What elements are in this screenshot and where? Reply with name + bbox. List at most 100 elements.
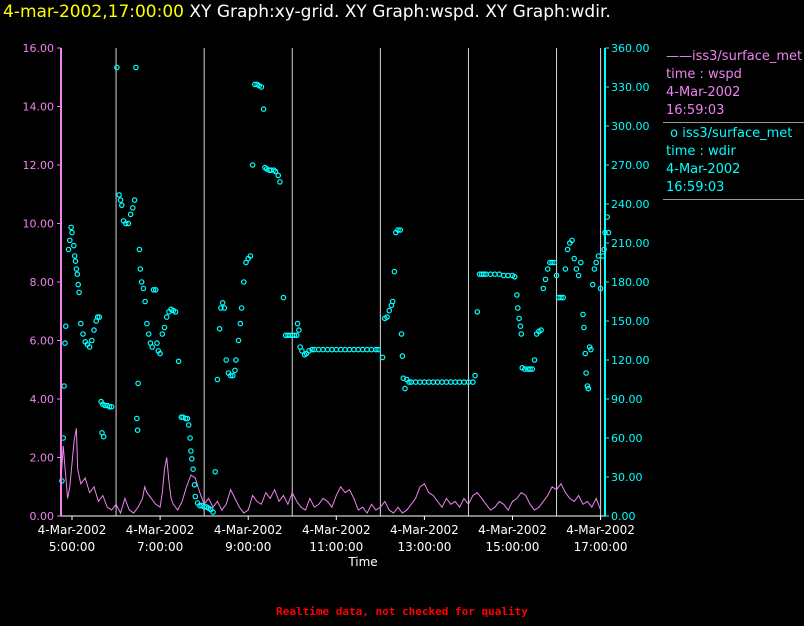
wdir-data-point: [582, 350, 589, 357]
wdir-data-point: [553, 272, 560, 279]
wdir-data-point: [397, 227, 404, 233]
wdir-data-point: [470, 379, 476, 385]
wdir-data-point: [190, 466, 196, 473]
wdir-data-point: [119, 202, 125, 209]
wdir-data-point: [127, 211, 134, 218]
wdir-data-point: [472, 372, 478, 379]
x-axis-tick-time: 11:00:00: [309, 540, 363, 554]
wdir-data-point: [333, 346, 340, 353]
right-axis-tick-label: 240.00: [611, 198, 650, 211]
wdir-data-point: [562, 266, 569, 272]
wdir-data-point: [260, 106, 267, 112]
x-axis-tick-time: 13:00:00: [397, 540, 451, 554]
wdir-data-point: [551, 259, 558, 266]
wdir-data-point: [456, 379, 463, 385]
wdir-data-point: [291, 332, 298, 339]
wspd-series-line: [60, 428, 602, 515]
wdir-data-point: [152, 286, 159, 293]
wdir-data-point: [496, 271, 503, 278]
wdir-data-point: [324, 346, 331, 353]
wdir-data-point: [133, 64, 139, 71]
wdir-data-point: [379, 354, 386, 361]
wdir-data-point: [161, 324, 168, 331]
wdir-data-point: [96, 314, 103, 320]
wdir-data-point: [75, 281, 82, 288]
wdir-data-point: [137, 266, 144, 272]
wdir-data-point: [163, 314, 170, 320]
wdir-data-point: [192, 493, 199, 500]
x-axis-tick-time: 15:00:00: [486, 540, 540, 554]
wdir-data-point: [364, 346, 370, 353]
wdir-data-point: [235, 337, 242, 344]
wdir-data-point: [384, 314, 390, 320]
wdir-data-point: [157, 350, 163, 357]
wdir-data-point: [144, 320, 150, 327]
wdir-data-point: [481, 271, 487, 278]
wdir-data-point: [227, 372, 234, 379]
wdir-data-point: [86, 344, 93, 350]
wdir-data-point: [117, 197, 124, 203]
x-axis-tick-date: 4-Mar-2002: [302, 523, 371, 537]
wdir-data-point: [402, 385, 408, 392]
x-axis-label: Time: [347, 555, 377, 569]
wdir-data-point: [597, 285, 604, 292]
wdir-data-point: [514, 292, 520, 298]
wdir-data-point: [294, 320, 301, 327]
legend-entry-wspd: ——iss3/surface_met time : wspd 4-Mar-200…: [663, 46, 804, 123]
wdir-data-point: [67, 237, 73, 244]
wdir-data-point: [527, 366, 533, 372]
right-axis-tick-label: 270.00: [611, 159, 650, 172]
wdir-data-point: [233, 357, 239, 363]
legend-series-var: time : wdir: [666, 144, 736, 159]
wdir-data-point: [518, 331, 525, 337]
wdir-data-point: [306, 348, 312, 354]
wdir-data-point: [461, 379, 467, 385]
wdir-data-point: [580, 311, 586, 318]
legend-series-time: 16:59:03: [666, 103, 725, 118]
wdir-data-point: [386, 307, 393, 314]
x-axis-tick-date: 4-Mar-2002: [566, 523, 635, 537]
wdir-data-point: [80, 331, 86, 337]
wdir-data-point: [272, 168, 279, 175]
x-axis-tick-time: 7:00:00: [137, 540, 183, 554]
wdir-data-point: [149, 344, 156, 350]
right-axis-tick-label: 150.00: [611, 315, 650, 328]
legend: ——iss3/surface_met time : wspd 4-Mar-200…: [663, 46, 804, 200]
wdir-data-point: [542, 276, 549, 283]
wdir-data-point: [329, 346, 335, 353]
wdir-data-point: [299, 348, 305, 354]
wdir-data-point: [275, 172, 282, 179]
wdir-data-point: [114, 64, 120, 71]
wdir-data-point: [62, 340, 68, 346]
wdir-data-point: [188, 448, 194, 454]
x-axis-tick-time: 17:00:00: [574, 540, 628, 554]
x-axis-tick-date: 4-Mar-2002: [214, 523, 283, 537]
wdir-data-point: [293, 332, 300, 339]
quality-disclaimer: Realtime data, not checked for quality: [276, 605, 528, 618]
legend-series-var: time : wspd: [666, 67, 742, 82]
title-graph-list: XY Graph:xy-grid. XY Graph:wspd. XY Grap…: [189, 2, 611, 22]
wdir-data-point: [140, 285, 147, 292]
wdir-data-point: [591, 266, 598, 272]
wdir-data-point: [434, 379, 441, 385]
x-axis-tick-date: 4-Mar-2002: [38, 523, 107, 537]
wdir-data-point: [389, 298, 396, 305]
wdir-data-point: [439, 379, 445, 385]
wdir-data-point: [487, 271, 494, 278]
wdir-data-point: [564, 246, 571, 253]
right-axis-tick-label: 300.00: [611, 120, 650, 133]
left-axis-tick-label: 16.00: [23, 42, 55, 55]
wdir-data-point: [145, 331, 152, 337]
wdir-data-point: [412, 379, 419, 385]
wdir-data-point: [218, 305, 224, 311]
wdir-data-point: [398, 331, 405, 337]
wdir-data-point: [342, 346, 348, 353]
wdir-data-point: [91, 327, 97, 333]
wdir-data-point: [232, 367, 238, 374]
wdir-data-point: [249, 162, 256, 168]
legend-series-date: 4-Mar-2002: [666, 162, 741, 177]
wdir-data-point: [593, 259, 600, 266]
right-axis-tick-label: 210.00: [611, 237, 650, 250]
wdir-data-point: [584, 383, 591, 389]
